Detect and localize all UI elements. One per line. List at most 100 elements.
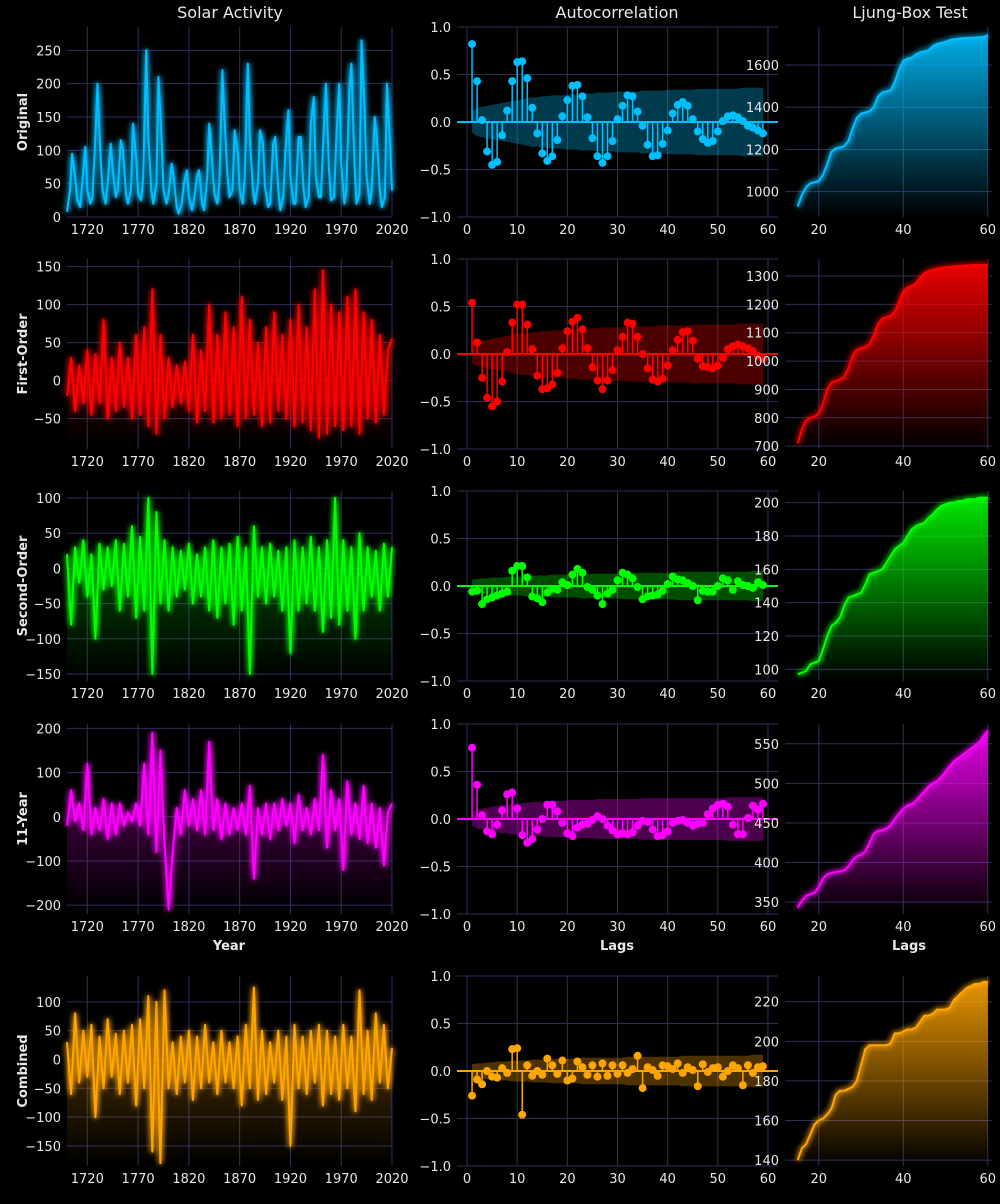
acf-point	[633, 1051, 642, 1060]
acf-point	[723, 576, 732, 585]
acf-point	[498, 1064, 507, 1073]
y-tick-label: −200	[25, 899, 61, 914]
y-tick-label: −100	[25, 855, 61, 870]
ljung-area-fill	[797, 264, 988, 449]
y-tick-label: 0.0	[430, 580, 451, 595]
x-tick-label: 2020	[375, 920, 408, 935]
x-tick-label: 1820	[172, 687, 205, 702]
y-tick-label: 120	[754, 630, 779, 645]
acf-point	[493, 820, 502, 829]
acf-point	[518, 562, 527, 571]
x-tick-label: 60	[760, 920, 777, 935]
acf-point	[583, 344, 592, 353]
row-label: Original	[16, 93, 31, 151]
acf-point	[603, 821, 612, 830]
y-tick-label: −1.0	[419, 908, 451, 923]
ljung-area-fill	[797, 981, 988, 1166]
y-tick-label: 350	[754, 896, 779, 911]
acf-point	[728, 820, 737, 829]
x-tick-label: 1920	[274, 687, 307, 702]
y-tick-label: 100	[36, 299, 61, 314]
x-tick-label: 60	[980, 687, 997, 702]
acf-point	[663, 361, 672, 370]
acf-point	[598, 600, 607, 609]
y-tick-label: −50	[34, 1082, 61, 1097]
x-tick-label: 1720	[71, 1172, 104, 1187]
acf-point	[518, 1110, 527, 1119]
acf-point	[568, 832, 577, 841]
acf-point	[528, 834, 537, 843]
x-tick-label: 1770	[122, 1172, 155, 1187]
acf-point	[508, 566, 517, 575]
acf-point	[478, 373, 487, 382]
acf-point	[568, 1074, 577, 1083]
x-tick-label: 60	[980, 223, 997, 238]
x-tick-label: 2020	[375, 1172, 408, 1187]
acf-point	[483, 147, 492, 156]
ljung-panel: 20 40 60 140 160 180 200 220	[754, 976, 996, 1187]
y-tick-label: −1.0	[419, 675, 451, 690]
y-tick-label: 900	[754, 383, 779, 398]
x-tick-label: 1870	[223, 1172, 256, 1187]
acf-point	[508, 788, 517, 797]
row-label: 11-Year	[16, 792, 31, 846]
acf-point	[628, 319, 637, 328]
y-tick-label: 1400	[746, 101, 779, 116]
x-tick-label: 10	[509, 223, 526, 238]
acf-point	[593, 152, 602, 161]
y-tick-label: −1.0	[419, 1160, 451, 1175]
acf-point	[728, 585, 737, 594]
acf-point	[558, 344, 567, 353]
x-tick-label: 1870	[223, 920, 256, 935]
time-panel: 1720 1770 1820 1870 1920 1970 2020 0 50 100 150 200…	[36, 27, 409, 238]
y-tick-label: 1000	[746, 186, 779, 201]
series-area-fill	[67, 732, 392, 914]
y-tick-label: 200	[36, 722, 61, 737]
acf-point	[508, 77, 517, 86]
acf-point	[633, 582, 642, 591]
y-tick-label: 180	[754, 1075, 779, 1090]
x-tick-label: 40	[659, 455, 676, 470]
acf-point	[518, 300, 527, 309]
y-tick-label: 160	[754, 1114, 779, 1129]
acf-point	[733, 1064, 742, 1073]
y-tick-label: 100	[754, 663, 779, 678]
column-title: Autocorrelation	[556, 3, 679, 22]
acf-point	[723, 802, 732, 811]
acf-point	[668, 1065, 677, 1074]
x-tick-label: 30	[609, 920, 626, 935]
acf-point	[603, 376, 612, 385]
series-line	[66, 986, 393, 1165]
acf-point	[703, 810, 712, 819]
acf-point	[538, 149, 547, 158]
ljung-line	[796, 34, 989, 207]
x-tick-label: 20	[811, 920, 828, 935]
acf-point	[598, 158, 607, 167]
y-tick-label: −0.5	[419, 164, 451, 179]
acf-point	[598, 385, 607, 394]
x-tick-label: 50	[710, 455, 727, 470]
acf-point	[548, 1061, 557, 1070]
x-tick-label: 20	[559, 1172, 576, 1187]
acf-point	[473, 780, 482, 789]
acf-point	[588, 1061, 597, 1070]
y-tick-label: −0.5	[419, 396, 451, 411]
acf-point	[678, 1068, 687, 1077]
time-panel: 1720 1770 1820 1870 1920 1970 2020 −50 0 50 100 150	[34, 259, 409, 470]
acf-point	[523, 573, 532, 582]
acf-point	[748, 347, 757, 356]
y-tick-label: −150	[25, 668, 61, 683]
x-tick-label: 20	[559, 455, 576, 470]
x-tick-label: 1720	[71, 455, 104, 470]
y-tick-label: 500	[754, 777, 779, 792]
y-tick-label: 550	[754, 738, 779, 753]
y-tick-label: 1200	[746, 143, 779, 158]
y-tick-label: 220	[754, 996, 779, 1011]
series-line	[66, 497, 393, 675]
x-tick-label: 50	[710, 223, 727, 238]
ljung-line	[796, 263, 988, 444]
acf-point	[648, 1066, 657, 1075]
series-line	[66, 269, 393, 439]
y-tick-label: 0.0	[430, 813, 451, 828]
